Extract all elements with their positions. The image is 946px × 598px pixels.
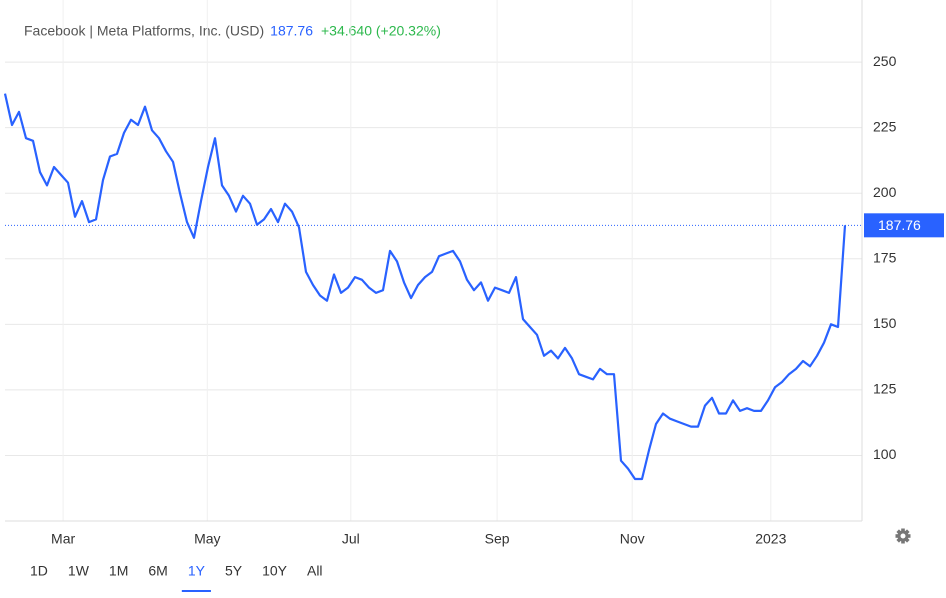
settings-icon[interactable] [895, 528, 911, 544]
y-tick-label: 175 [873, 249, 897, 265]
x-tick-label: Mar [51, 531, 75, 547]
y-tick-label: 100 [873, 446, 897, 462]
y-tick-label: 225 [873, 118, 897, 134]
range-button[interactable]: 1Y [188, 563, 206, 579]
range-button[interactable]: 1D [30, 563, 48, 579]
range-button[interactable]: 1M [109, 563, 128, 579]
x-tick-label: May [194, 531, 220, 547]
y-tick-label: 200 [873, 184, 897, 200]
x-tick-label: Nov [620, 531, 645, 547]
range-button[interactable]: All [307, 563, 323, 579]
chart-title: Facebook | Meta Platforms, Inc. (USD) [24, 23, 264, 39]
range-button[interactable]: 6M [148, 563, 167, 579]
range-button[interactable]: 10Y [262, 563, 288, 579]
range-button[interactable]: 1W [68, 563, 90, 579]
y-tick-label: 125 [873, 381, 897, 397]
price-line [3, 93, 847, 481]
range-button[interactable]: 5Y [225, 563, 243, 579]
x-tick-label: 2023 [755, 531, 786, 547]
y-tick-label: 150 [873, 315, 897, 331]
last-price-label: 187.76 [878, 217, 921, 233]
last-price-box [864, 213, 944, 238]
header-change: +34.640 (+20.32%) [321, 23, 441, 39]
y-tick-label: 250 [873, 53, 897, 69]
x-tick-label: Jul [342, 531, 360, 547]
header-price: 187.76 [270, 23, 313, 39]
x-tick-label: Sep [485, 531, 510, 547]
